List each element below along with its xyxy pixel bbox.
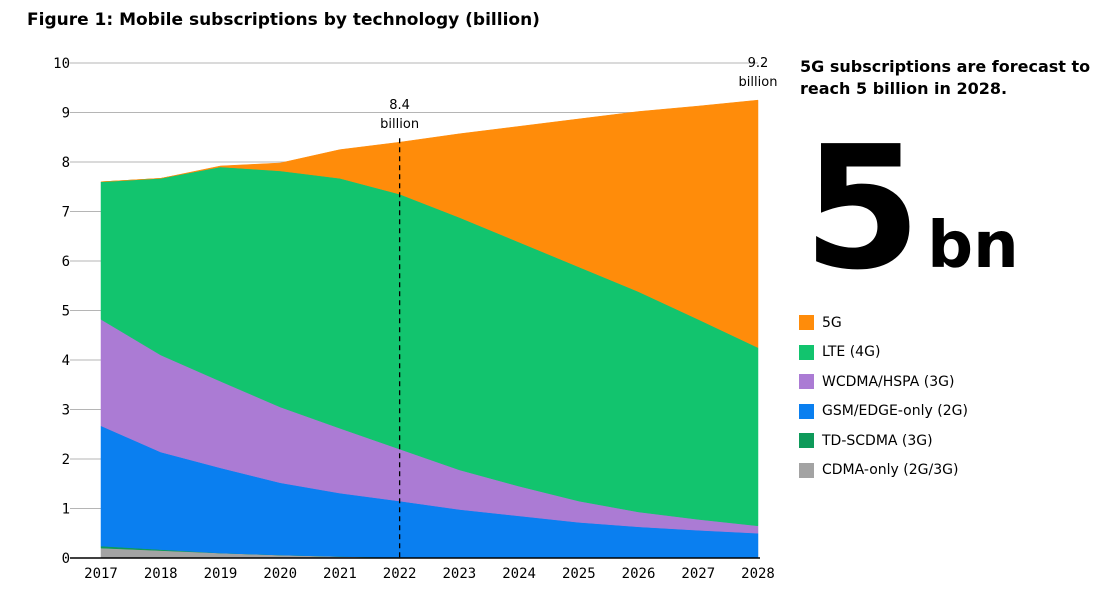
x-tick-label: 2027 [681,566,715,582]
legend-swatch [799,433,814,449]
legend-item: CDMA-only (2G/3G) [799,456,968,486]
x-tick-label: 2017 [84,566,118,582]
chart-title: Figure 1: Mobile subscriptions by techno… [27,10,540,30]
legend-label: WCDMA/HSPA (3G) [822,373,955,390]
legend-swatch [799,374,814,390]
x-tick-label: 2026 [622,566,656,582]
area-5g [100,99,759,349]
legend-label: LTE (4G) [822,344,881,361]
y-tick-label: 5 [62,304,70,320]
y-tick-label: 8 [62,155,70,171]
y-tick-label: 2 [62,452,70,468]
legend-label: TD-SCDMA (3G) [822,432,933,449]
legend-swatch [799,344,814,360]
annotation-value: 9.2 [748,56,769,71]
y-tick-label: 10 [53,56,70,72]
y-tick-label: 0 [62,551,70,567]
y-tick-label: 4 [62,353,70,369]
x-tick-label: 2019 [204,566,238,582]
legend-item: LTE (4G) [799,338,968,368]
legend-swatch [799,462,814,478]
y-tick-label: 6 [62,254,70,270]
legend-label: CDMA-only (2G/3G) [822,462,959,479]
big-number-value: 5 [803,110,922,308]
y-tick-label: 7 [62,205,70,221]
legend-label: GSM/EDGE-only (2G) [822,403,968,420]
annotation-value: 8.4 [389,98,410,113]
x-tick-label: 2023 [443,566,477,582]
x-tick-label: 2021 [323,566,357,582]
stacked-area-chart: 0 1 2 3 4 5 6 7 8 9 10 2017 2018 2019 2020 2021 2022 2023… [53,56,778,582]
legend-label: 5G [822,314,842,331]
x-tick-label: 2020 [263,566,297,582]
legend-item: TD-SCDMA (3G) [799,426,968,456]
y-tick-label: 9 [62,106,70,122]
annotation-unit: billion [380,117,419,132]
legend: 5G LTE (4G) WCDMA/HSPA (3G) GSM/EDGE-only (… [799,308,968,485]
annotation-unit: billion [739,75,778,90]
y-tick-label: 1 [62,502,70,518]
big-number: 5bn [803,124,1019,294]
headline: 5G subscriptions are forecast to reach 5… [800,57,1091,98]
y-tick-label: 3 [62,403,70,419]
legend-swatch [799,315,814,331]
legend-item: 5G [799,308,968,338]
legend-item: WCDMA/HSPA (3G) [799,367,968,397]
legend-item: GSM/EDGE-only (2G) [799,397,968,427]
x-tick-label: 2025 [562,566,596,582]
x-tick-label: 2018 [144,566,178,582]
big-number-unit: bn [927,209,1019,283]
x-tick-label: 2028 [741,566,775,582]
x-tick-label: 2022 [383,566,417,582]
legend-swatch [799,403,814,419]
x-tick-label: 2024 [502,566,536,582]
